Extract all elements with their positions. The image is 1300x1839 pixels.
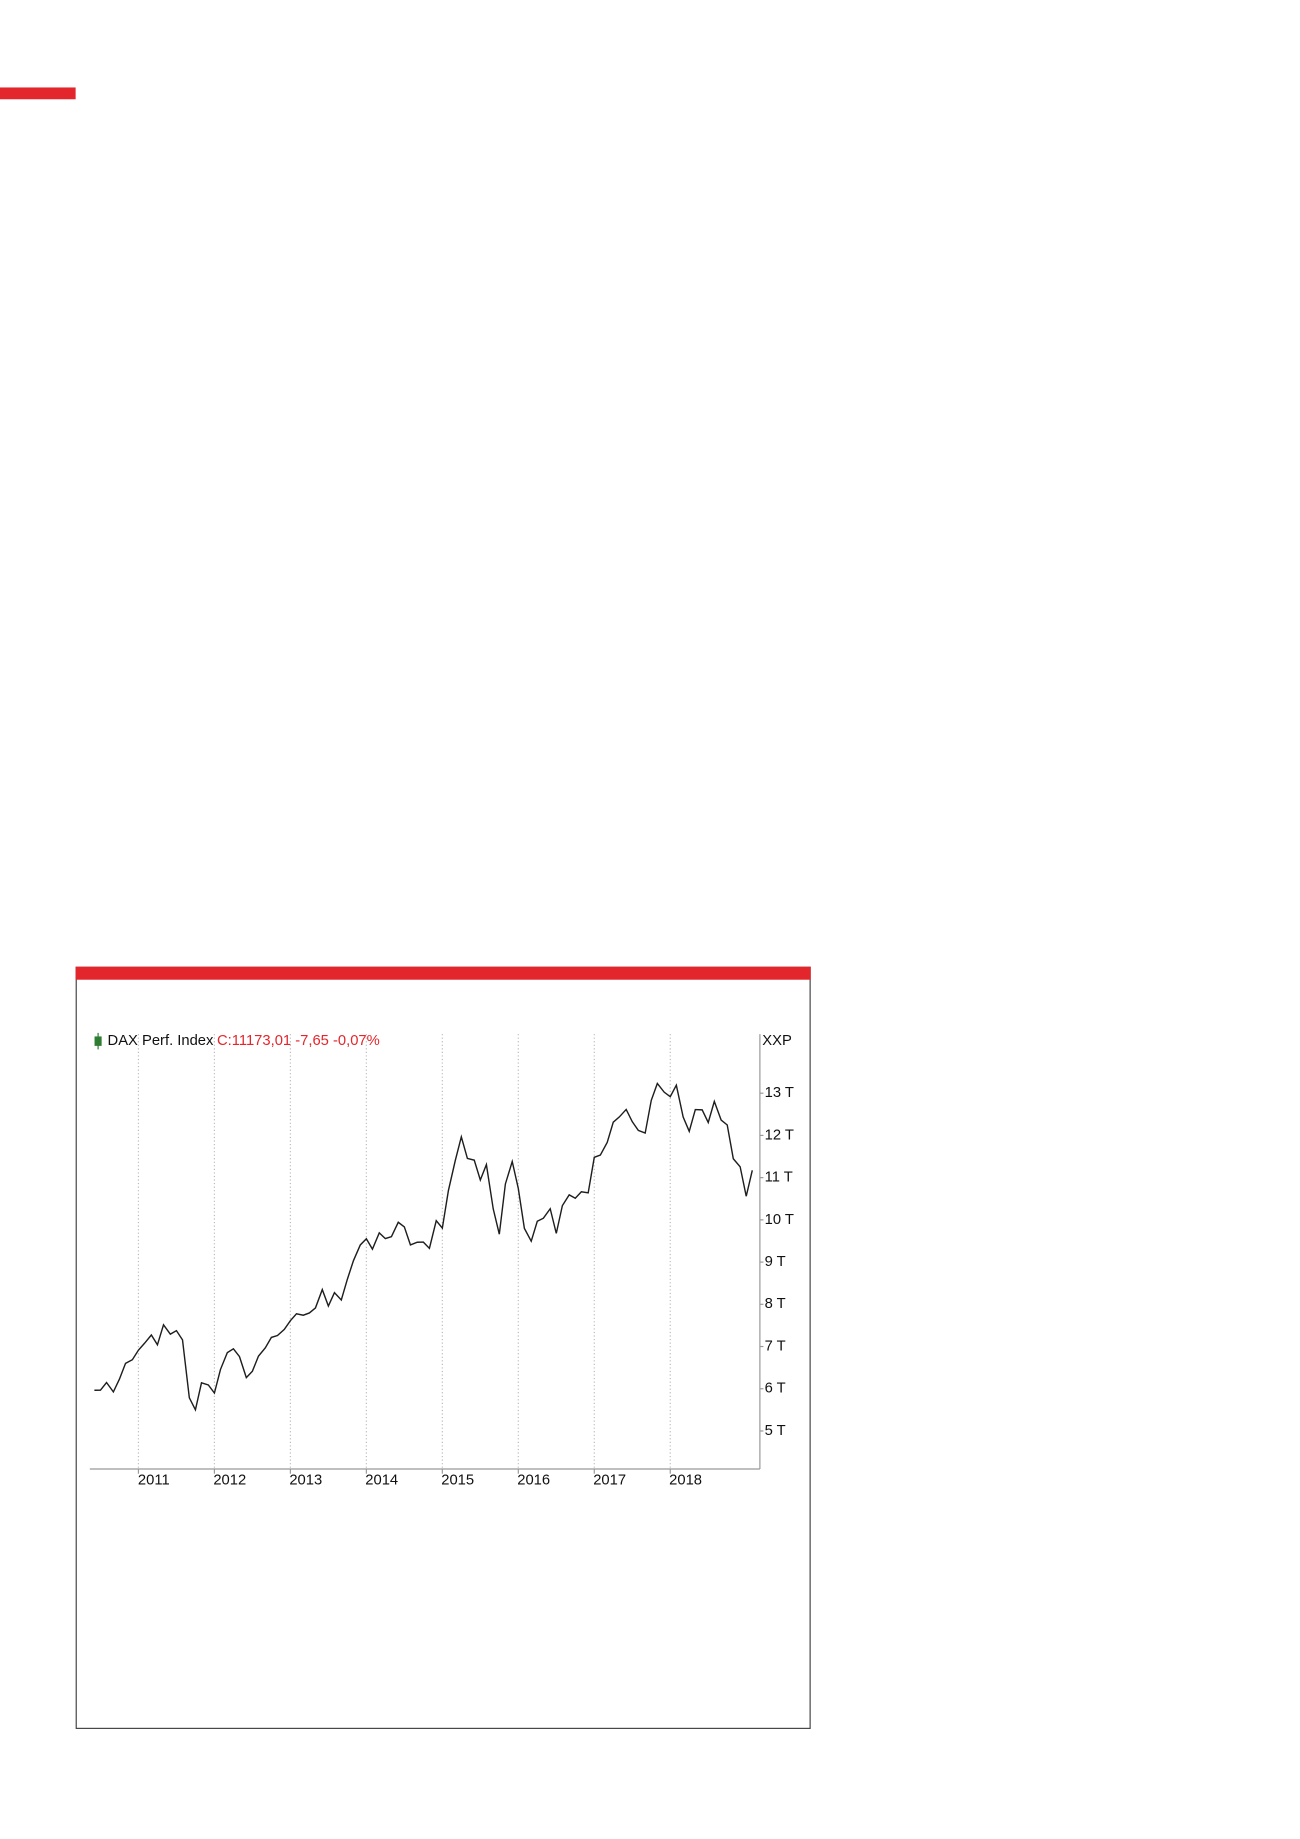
series-line [94, 1082, 753, 1412]
y-tick-label: 9 T [765, 1254, 786, 1270]
legend-entry: DAX Perf. Index [108, 1033, 214, 1049]
y-tick-label: 12 T [765, 1127, 794, 1143]
content: XXP 2011 2012 2013 2014 2015 2016 2017 2018 5 T 6… [0, 87, 811, 1729]
x-tick-label: 2014 [365, 1473, 398, 1489]
y-tick-label: 8 T [765, 1296, 786, 1312]
annotation: C:11173,01 -7,65 -0,07% [217, 1033, 380, 1049]
x-tick-label: 2013 [289, 1473, 322, 1489]
y-tick-label: 13 T [765, 1085, 794, 1101]
accent-bar [0, 87, 76, 100]
x-tick-label: 2016 [517, 1473, 550, 1489]
y-tick-label: 10 T [765, 1212, 794, 1228]
y-tick-label: 7 T [765, 1338, 786, 1354]
x-tick-label: 2017 [593, 1473, 626, 1489]
y-tick-label: 11 T [765, 1170, 793, 1186]
x-tick-label: 2011 [138, 1473, 170, 1489]
x-tick-label: 2012 [213, 1473, 246, 1489]
y-axis-label: XXP [762, 1033, 792, 1049]
chart-header-bar [75, 966, 811, 980]
x-tick-label: 2015 [441, 1473, 474, 1489]
x-tick-label: 2018 [669, 1473, 702, 1489]
y-tick-label: 6 T [765, 1381, 786, 1397]
chart-box [75, 966, 811, 1729]
y-tick-label: 5 T [765, 1423, 786, 1439]
